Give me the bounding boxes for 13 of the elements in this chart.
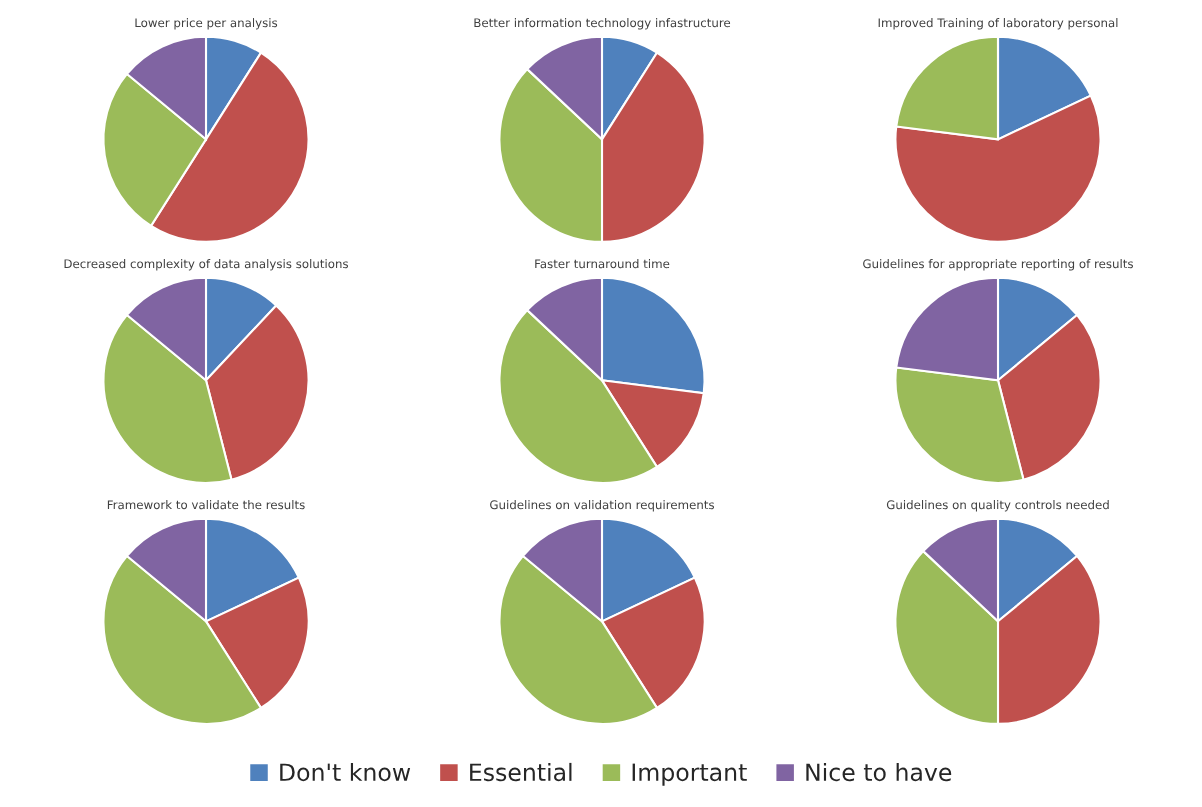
chart-title: Guidelines on validation requirements (490, 500, 715, 512)
legend-label: Essential (470, 762, 572, 782)
chart-title: Lower price per analysis (135, 18, 278, 30)
chart-title: Guidelines on quality controls needed (886, 500, 1109, 512)
chart-title: Improved Training of laboratory personal (878, 18, 1118, 30)
chart-title: Guidelines for appropriate reporting of results (863, 259, 1133, 271)
legend-label: Nice to have (806, 762, 952, 782)
chart-title: Decreased complexity of data analysis solutions (64, 259, 349, 271)
chart-title: Framework to validate the results (107, 500, 305, 510)
legend-label: Important (632, 763, 747, 786)
chart-title: Better information technology infastructure (474, 18, 731, 30)
chart-title: Faster turnaround time (535, 259, 670, 269)
legend-label: Don't know (280, 762, 411, 782)
